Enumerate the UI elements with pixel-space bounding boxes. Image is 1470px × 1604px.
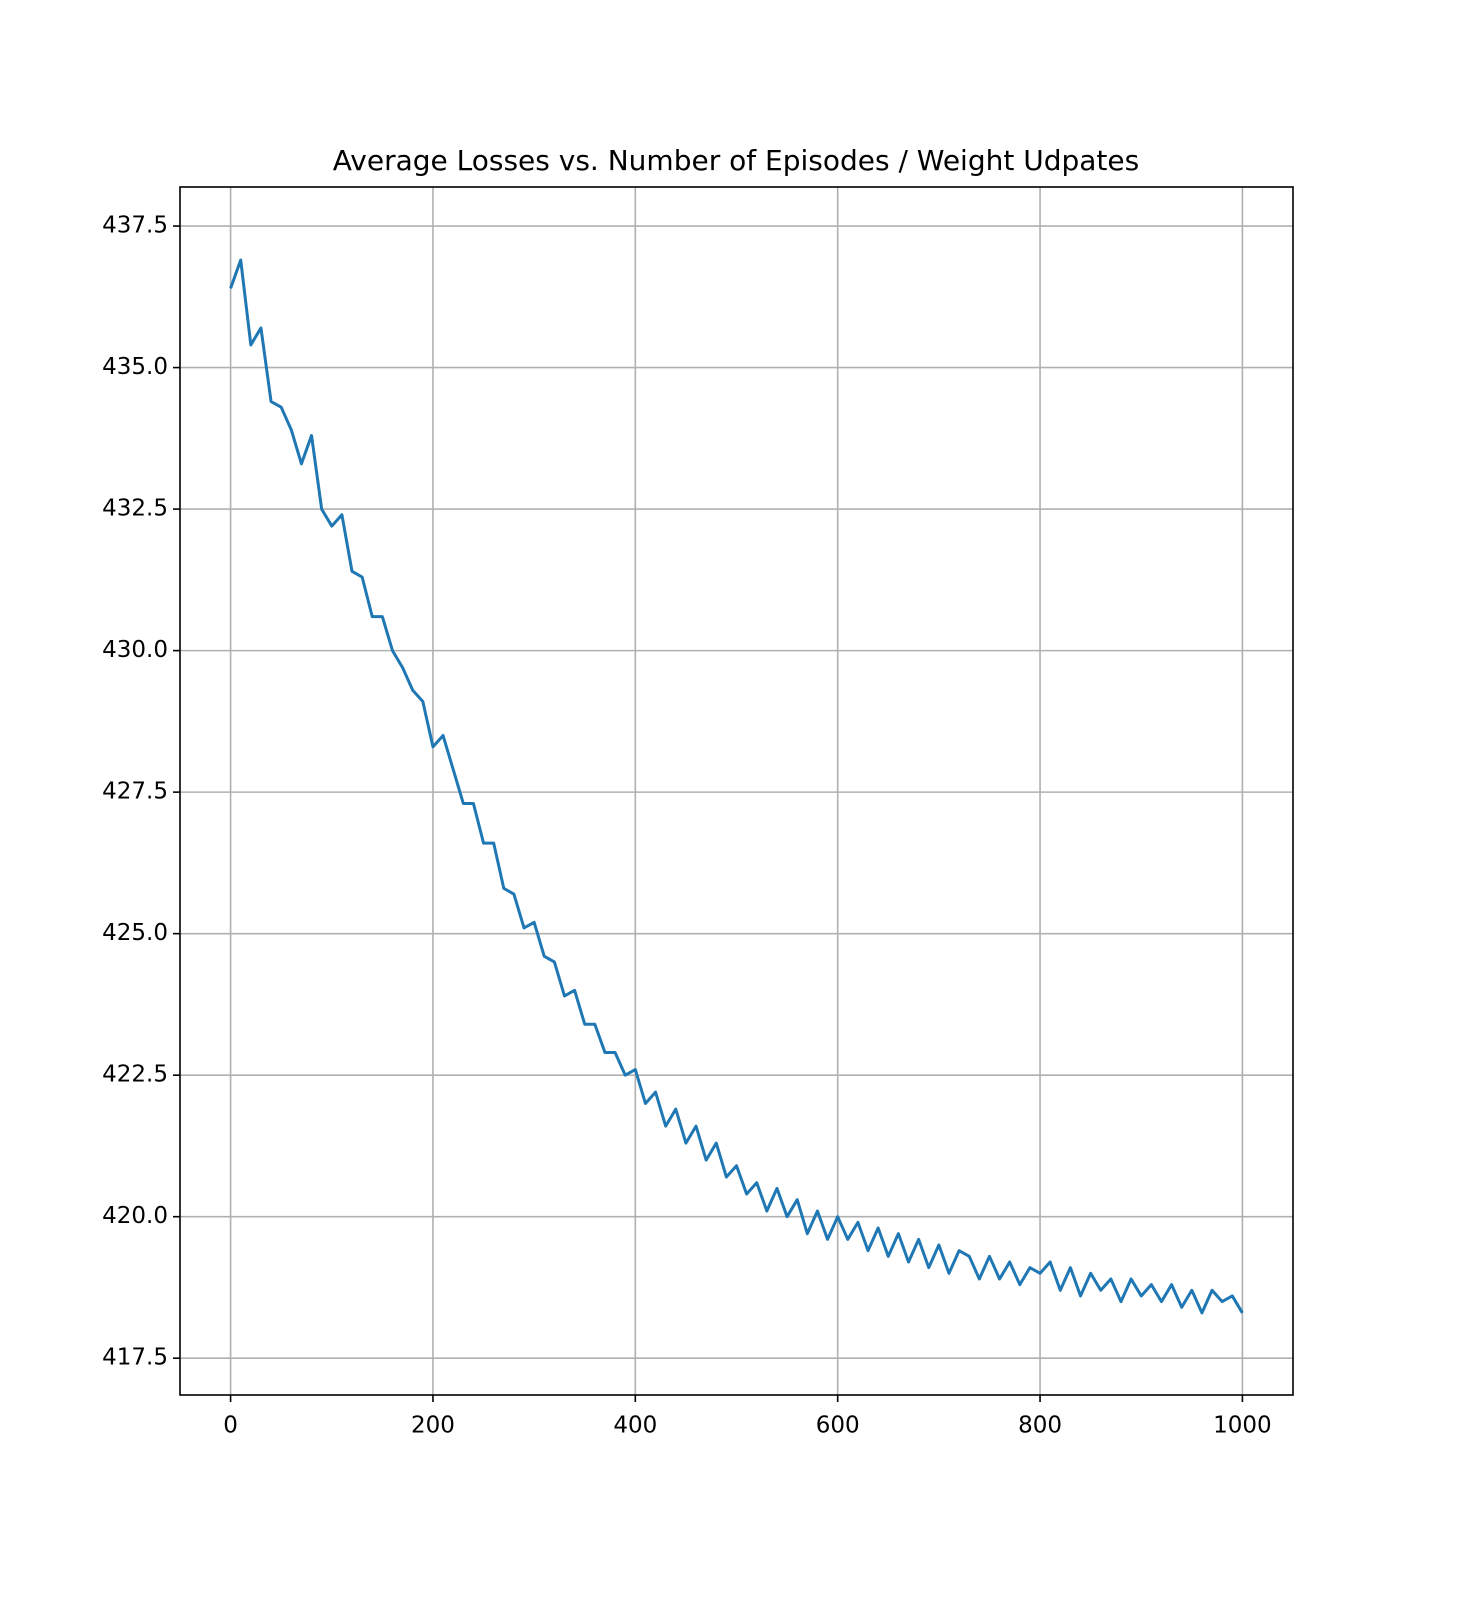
x-tick-label: 800 [1018,1413,1062,1439]
plot-frame [179,186,1294,1396]
y-tick-label: 437.5 [102,213,168,239]
y-tick-label: 427.5 [102,779,168,805]
x-tick-label: 0 [223,1413,238,1439]
x-tick-label: 200 [411,1413,455,1439]
y-tick-label: 420.0 [102,1203,168,1229]
y-tick-label: 430.0 [102,637,168,663]
x-tick-label: 600 [816,1413,860,1439]
y-tick-label: 417.5 [102,1345,168,1371]
y-tick-label: 422.5 [102,1062,168,1088]
x-tick-label: 1000 [1213,1413,1272,1439]
y-tick-label: 432.5 [102,496,168,522]
data-line [229,258,1244,1315]
chart-title: Average Losses vs. Number of Episodes / … [333,144,1139,177]
x-tick-label: 400 [613,1413,657,1439]
y-tick-label: 435.0 [102,354,168,380]
y-tick-label: 425.0 [102,920,168,946]
